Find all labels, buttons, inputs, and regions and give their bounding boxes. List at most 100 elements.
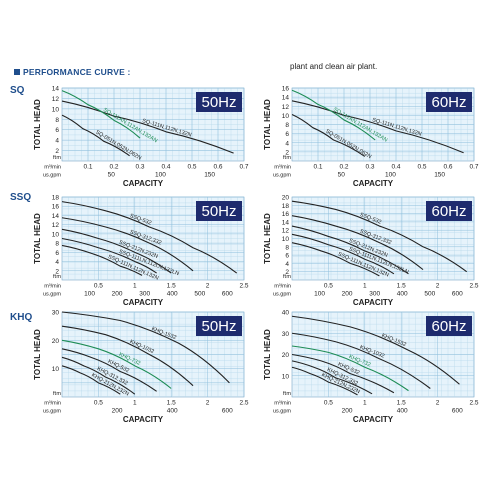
x-alt-tick-label: 200 <box>342 291 353 298</box>
y-tick-label: 30 <box>52 310 60 317</box>
y-tick-label: 2 <box>55 268 59 275</box>
y-axis-label: TOTAL HEAD <box>33 99 42 150</box>
x-unit-label: m³/min <box>44 165 61 171</box>
x-alt-tick-label: 600 <box>222 291 233 298</box>
x-alt-tick-label: 400 <box>397 291 408 298</box>
chart-sq-60hz: 60Hz 2 4 6 8 10 12 14 16 TOTAL HEAD 0.1 0.2 0.3 0.4 0.… <box>263 86 479 189</box>
header-note: plant and clean air plant. <box>290 62 378 71</box>
y-axis-label: TOTAL HEAD <box>263 329 272 380</box>
x-unit-label: m³/min <box>44 284 61 290</box>
x-unit-alt-label: us.gpm <box>43 292 61 298</box>
y-tick-label: 4 <box>55 138 59 145</box>
series-line-khq-1032 <box>61 325 194 387</box>
x-unit-alt-label: us.gpm <box>273 292 291 298</box>
x-tick-label: 0.3 <box>135 164 144 171</box>
x-alt-tick-label: 500 <box>424 291 435 298</box>
y-tick-label: 16 <box>52 204 60 211</box>
x-alt-tick-label: 300 <box>139 291 150 298</box>
x-alt-tick-label: 200 <box>342 408 353 415</box>
y-tick-label: 10 <box>282 236 290 243</box>
x-alt-tick-label: 200 <box>112 408 123 415</box>
x-tick-label: 0.2 <box>339 164 348 171</box>
freq-badge <box>426 92 472 112</box>
y-tick-label: 4 <box>285 140 289 147</box>
freq-badge <box>196 316 242 336</box>
series-line-ssq-312-332 <box>291 215 424 271</box>
x-tick-label: 2.5 <box>239 400 248 407</box>
x-alt-tick-label: 600 <box>452 291 463 298</box>
y-tick-label: 30 <box>282 331 290 338</box>
series-line-khq-312-332 <box>291 360 373 395</box>
y-axis-label: TOTAL HEAD <box>33 329 42 380</box>
x-tick-label: 0.5 <box>94 283 103 290</box>
x-tick-label: 2 <box>206 283 210 290</box>
chart-khq-50hz: 50Hz 10 20 30 TOTAL HEAD 0.5 1 1.5 2 2.5 200 400 600… <box>33 310 249 425</box>
row-label-khq: KHQ <box>10 312 33 323</box>
x-alt-tick-label: 400 <box>167 408 178 415</box>
y-unit-label: m <box>286 274 291 280</box>
y-tick-label: 12 <box>52 96 60 103</box>
x-tick-label: 1.5 <box>397 400 406 407</box>
x-tick-label: 0.7 <box>239 164 248 171</box>
series-line-khq-732 <box>291 345 409 392</box>
freq-badge <box>196 92 242 112</box>
series-line-sq-111n-112n-132n <box>291 100 464 154</box>
series-line-ssq-532 <box>61 201 238 274</box>
x-axis-label: CAPACITY <box>123 415 164 424</box>
x-tick-label: 2.5 <box>239 283 248 290</box>
series-line-sq-111an-112an-132an <box>291 89 376 141</box>
y-unit-label: m <box>56 274 61 280</box>
series-line-ssq-212n-232n <box>291 225 409 275</box>
y-tick-label: 4 <box>55 259 59 266</box>
x-tick-label: 1 <box>363 283 367 290</box>
x-tick-label: 2 <box>436 400 440 407</box>
freq-badge-label: 60Hz <box>431 318 466 335</box>
x-tick-label: 0.6 <box>443 164 452 171</box>
x-unit-alt-label: us.gpm <box>273 173 291 179</box>
x-unit-alt-label: us.gpm <box>273 409 291 415</box>
x-tick-label: 0.4 <box>391 164 400 171</box>
y-tick-label: 20 <box>52 338 60 345</box>
y-tick-label: 6 <box>285 131 289 138</box>
bullet-square-icon <box>14 69 20 75</box>
x-unit-label: m³/min <box>274 165 291 171</box>
y-tick-label: 18 <box>52 195 60 202</box>
x-alt-tick-label: 300 <box>369 291 380 298</box>
freq-badge-label: 60Hz <box>431 203 466 220</box>
series-line-ssq-111n-112n-132n <box>61 244 143 276</box>
series-line-khq-1532 <box>61 311 230 384</box>
x-tick-label: 2 <box>436 283 440 290</box>
x-alt-tick-label: 200 <box>112 291 123 298</box>
freq-badge <box>426 316 472 336</box>
x-tick-label: 0.5 <box>324 400 333 407</box>
x-tick-label: 0.5 <box>417 164 426 171</box>
y-tick-label: 10 <box>282 113 290 120</box>
x-axis-label: CAPACITY <box>353 298 394 307</box>
x-tick-label: 1 <box>363 400 367 407</box>
x-tick-label: 0.5 <box>94 400 103 407</box>
y-unit-label: m <box>56 155 61 161</box>
x-tick-label: 0.7 <box>469 164 478 171</box>
performance-curve-title: PERFORMANCE CURVE : <box>14 67 131 77</box>
x-tick-label: 1.5 <box>397 283 406 290</box>
series-line-khq-212n-232n <box>61 365 121 395</box>
y-tick-label: 18 <box>282 203 290 210</box>
y-tick-label: 10 <box>52 106 60 113</box>
x-tick-label: 0.1 <box>313 164 322 171</box>
x-tick-label: 0.6 <box>213 164 222 171</box>
series-line-ssq-111ln-112ln-132ln <box>291 233 395 275</box>
y-tick-label: 8 <box>55 117 59 124</box>
series-line-ssq-111ln-112ln-132ln <box>61 237 157 274</box>
freq-badge-label: 50Hz <box>201 94 236 111</box>
y-unit-label: m <box>56 391 61 397</box>
series-line-khq-312-332 <box>61 356 136 395</box>
x-alt-tick-label: 150 <box>204 172 215 179</box>
chart-sq-50hz: 50Hz 2 4 6 8 10 12 14 TOTAL HEAD 0.1 0.2 0.3 0.4 0.5 0… <box>33 86 249 189</box>
series-line-khq-732 <box>61 339 172 389</box>
y-tick-label: 16 <box>282 86 290 93</box>
x-alt-tick-label: 400 <box>397 408 408 415</box>
freq-badge <box>196 201 242 221</box>
series-line-ssq-312-332 <box>61 217 194 272</box>
